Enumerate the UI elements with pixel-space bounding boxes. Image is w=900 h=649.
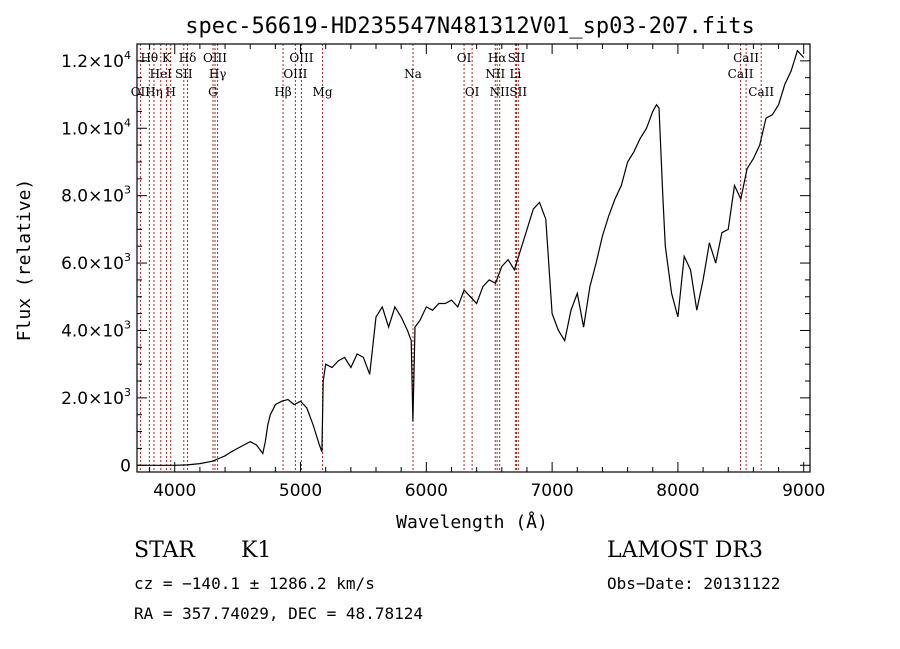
emission-line-label: Hα [488,51,507,65]
x-axis-ticks: 4000 5000 6000 7000 8000 9000 [149,44,825,501]
x-axis-label: Wavelength (Å) [396,511,548,533]
object-class: STAR [134,538,195,563]
x-tick-label: 5000 [279,481,322,501]
x-tick-label: 9000 [782,481,825,501]
emission-line-label: NII [490,85,510,99]
emission-line-label: CaII [748,85,774,99]
y-axis-ticks: 0 2.0×103 4.0×103 6.0×103 8.0×103 1.0×104 1.2×… [61,49,810,476]
x-tick-label: 7000 [530,481,573,501]
emission-line-markers [139,44,762,472]
y-tick-label: 6.0×103 [61,251,131,274]
emission-line-label: K [162,51,172,65]
y-tick-label: 1.0×104 [61,116,131,139]
emission-line-label: SII [509,85,527,99]
emission-line-labels: OIIHθHηHeIKHSIIHδGOIIIHγHβOIIIOIIIMgNaOI… [131,51,775,99]
x-tick-label: 6000 [405,481,448,501]
chart-title: spec-56619-HD235547N481312V01_sp03-207.f… [185,14,755,39]
redshift-velocity: cz = −140.1 ± 1286.2 km/s [134,574,375,593]
emission-line-label: Mg [313,85,333,99]
emission-line-label: OI [457,51,472,65]
emission-line-label: Li [509,67,521,81]
y-axis-label: Flux (relative) [14,179,35,342]
emission-line-label: Hδ [179,51,197,65]
x-tick-label: 4000 [153,481,196,501]
emission-line-label: OII [131,85,151,99]
emission-line-label: Hθ [140,51,158,65]
emission-line-label: OIII [203,51,227,65]
emission-line-label: HeI [150,67,173,81]
object-subclass: K1 [241,538,272,563]
y-tick-label: 8.0×103 [61,184,131,207]
y-tick-label: 4.0×103 [61,318,131,341]
plot-frame [136,43,811,473]
y-tick-label: 0 [120,456,131,476]
emission-line-label: OIII [283,67,307,81]
emission-line-label: Hη [145,85,163,99]
emission-line-label: NII [485,67,505,81]
emission-line-label: OI [465,85,480,99]
spectrum-line [137,49,805,466]
emission-line-label: OIII [289,51,313,65]
emission-line-label: Hγ [209,67,227,81]
emission-line-label: SII [508,51,526,65]
y-tick-label: 1.2×104 [61,49,131,72]
emission-line-label: G [208,85,218,99]
emission-line-label: CaII [728,67,754,81]
x-tick-label: 8000 [656,481,699,501]
survey-name: LAMOST DR3 [607,538,763,563]
emission-line-label: Hβ [274,85,291,99]
emission-line-label: SII [175,67,193,81]
y-tick-label: 2.0×103 [61,386,131,409]
coordinates: RA = 357.74029, DEC = 48.78124 [134,604,423,623]
emission-line-label: H [165,85,175,99]
emission-line-label: CaII [733,51,759,65]
observation-date: Obs−Date: 20131122 [607,574,781,593]
emission-line-label: Na [404,67,422,81]
